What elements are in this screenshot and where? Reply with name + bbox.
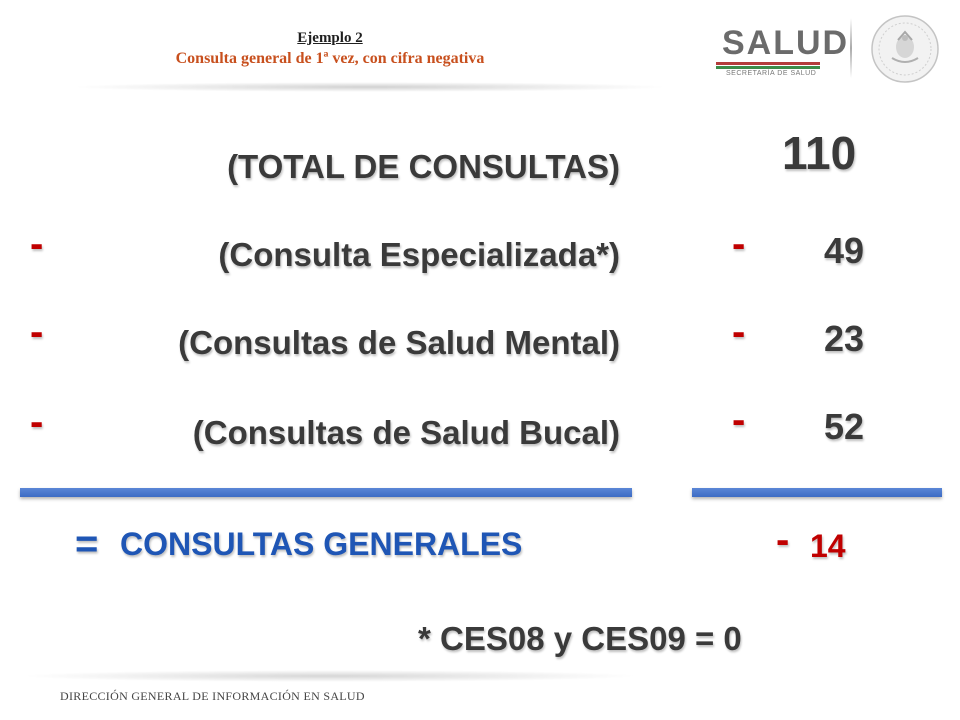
values-divider-bar	[692, 488, 942, 497]
labels-divider-bar	[20, 488, 632, 497]
logo-divider	[850, 18, 852, 78]
result-value: 14	[810, 528, 846, 564]
value-sign-salud-mental: -	[732, 310, 746, 354]
value-sign-especializada: -	[732, 222, 746, 266]
row-label-salud-bucal: (Consultas de Salud Bucal)	[192, 414, 620, 451]
logo-red-line	[716, 62, 820, 65]
seal-icon	[871, 15, 939, 83]
footer-text: DIRECCIÓN GENERAL DE INFORMACIÓN EN SALU…	[60, 689, 365, 703]
value-sign-salud-bucal: -	[732, 398, 746, 442]
row-sign-especializada: -	[30, 222, 44, 266]
salud-logo-text: SALUD	[722, 24, 850, 62]
footnote: * CES08 y CES09 = 0	[418, 620, 742, 657]
page-subtitle: Consulta general de 1ª vez, con cifra ne…	[175, 50, 485, 67]
logo-subtitle: SECRETARÍA DE SALUD	[726, 70, 817, 77]
row-value-total: 110	[782, 127, 857, 179]
logo-green-line	[716, 66, 820, 69]
equals-sign: =	[75, 522, 99, 566]
result-label: CONSULTAS GENERALES	[120, 526, 523, 562]
row-sign-salud-bucal: -	[30, 400, 44, 444]
row-sign-salud-mental: -	[30, 310, 44, 354]
row-label-salud-mental: (Consultas de Salud Mental)	[178, 324, 620, 361]
row-label-especializada: (Consulta Especializada*)	[218, 236, 620, 273]
row-label-total: (TOTAL DE CONSULTAS)	[227, 148, 620, 185]
page-title: Ejemplo 2	[297, 30, 363, 46]
row-value-salud-mental: 23	[824, 318, 865, 359]
result-sign: -	[776, 518, 790, 562]
header-divider-shadow	[70, 82, 670, 92]
row-value-especializada: 49	[824, 230, 865, 271]
row-value-salud-bucal: 52	[824, 406, 865, 447]
footer-divider-shadow	[20, 670, 640, 682]
